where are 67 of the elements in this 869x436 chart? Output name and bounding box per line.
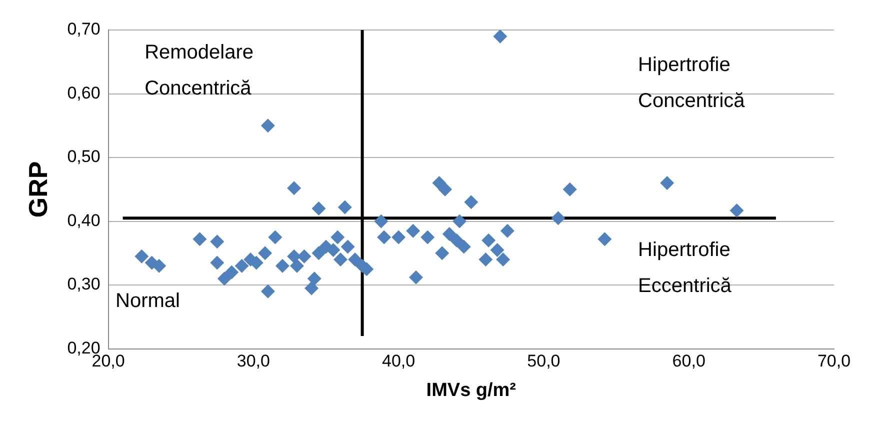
point	[420, 230, 435, 244]
point	[435, 246, 450, 260]
point	[217, 272, 232, 286]
point	[348, 252, 362, 267]
point	[304, 281, 318, 296]
point	[500, 224, 514, 238]
point	[442, 227, 456, 242]
point	[482, 233, 496, 248]
point	[268, 230, 282, 244]
point	[234, 258, 249, 273]
point	[452, 214, 467, 228]
y-tick-label: 0,20	[67, 338, 100, 358]
point	[562, 182, 577, 196]
annotation: Normal	[116, 290, 180, 312]
point	[496, 252, 510, 267]
point	[326, 242, 340, 257]
x-tick-label: 40,0	[382, 352, 416, 371]
y-tick-label: 0,70	[67, 20, 100, 39]
x-axis-title: IMVs g/m²	[426, 380, 516, 401]
point	[598, 232, 612, 246]
point	[297, 249, 312, 264]
point	[312, 202, 326, 216]
point	[338, 200, 352, 214]
point	[493, 30, 508, 44]
point	[134, 249, 149, 264]
point	[660, 176, 674, 190]
point	[307, 272, 322, 286]
point	[258, 246, 272, 260]
point	[392, 230, 406, 244]
x-tick-label: 70,0	[817, 352, 851, 371]
point	[406, 224, 420, 238]
y-axis-title: GRP	[22, 161, 53, 218]
point	[478, 252, 493, 267]
point	[210, 256, 224, 270]
point	[490, 242, 504, 257]
annotation: Hipertrofie Concentrică	[638, 54, 746, 112]
point	[287, 181, 302, 196]
point	[290, 258, 304, 273]
point	[438, 182, 452, 196]
point	[192, 232, 207, 246]
point	[312, 246, 326, 260]
point	[450, 233, 464, 248]
point	[260, 284, 275, 298]
point	[224, 265, 239, 280]
point	[330, 230, 345, 244]
point	[152, 258, 166, 273]
point	[334, 252, 348, 267]
point	[210, 234, 224, 249]
y-tick-label: 0,50	[67, 147, 100, 166]
point	[275, 258, 290, 273]
point	[377, 230, 392, 244]
point	[260, 118, 275, 133]
x-tick-label: 30,0	[236, 352, 270, 371]
y-tick-label: 0,30	[67, 274, 100, 294]
point	[374, 214, 388, 228]
x-tick-label: 50,0	[527, 352, 560, 371]
point	[730, 203, 744, 218]
y-tick-label: 0,60	[67, 83, 100, 102]
point	[456, 240, 471, 254]
point	[340, 240, 355, 254]
point	[551, 211, 566, 226]
point	[464, 195, 478, 210]
annotation: Hipertrofie Eccentrică	[638, 238, 732, 297]
y-tick-label: 0,40	[67, 210, 100, 230]
x-tick-label: 60,0	[672, 352, 706, 371]
annotation: Remodelare Concentrică	[144, 41, 254, 100]
point	[408, 270, 423, 284]
